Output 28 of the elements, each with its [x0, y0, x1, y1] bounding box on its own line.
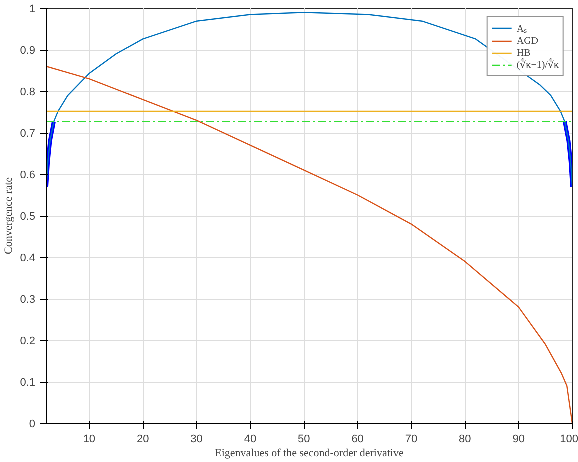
x-tick-label: 40 — [244, 434, 257, 446]
x-tick-label: 10 — [83, 434, 96, 446]
y-tick-label: 0 — [29, 418, 36, 430]
y-tick-label: 1 — [29, 4, 36, 16]
y-tick-label: 0.4 — [20, 252, 36, 264]
legend-label: Aₛ — [516, 23, 528, 35]
legend-label: (∜κ−1)/∜κ — [516, 59, 559, 71]
x-tick-label: 60 — [352, 434, 364, 446]
x-tick-label: 30 — [190, 434, 203, 446]
legend-label: AGD — [516, 35, 539, 47]
y-axis-title: Convergence rate — [3, 177, 16, 255]
x-tick-label: 80 — [459, 434, 472, 446]
y-tick-label: 0.2 — [20, 336, 36, 348]
x-tick-label: 20 — [136, 434, 150, 446]
x-tick-label: 50 — [298, 434, 310, 446]
x-tick-label: 70 — [405, 434, 418, 446]
x-axis-title: Eigenvalues of the second-order derivative — [215, 448, 404, 460]
y-tick-label: 0.1 — [20, 377, 36, 389]
y-tick-label: 0.5 — [20, 211, 36, 223]
y-tick-label: 0.3 — [20, 294, 36, 306]
line-series — [46, 12, 572, 188]
x-tick-label: 100 — [560, 434, 578, 446]
y-tick-label: 0.9 — [20, 45, 36, 57]
y-tick-label: 0.6 — [20, 170, 36, 182]
x-tick-label: 90 — [512, 434, 525, 446]
y-tick-label: 0.7 — [20, 128, 36, 140]
y-tick-label: 0.8 — [20, 86, 36, 98]
legend-label: HB — [516, 47, 532, 58]
